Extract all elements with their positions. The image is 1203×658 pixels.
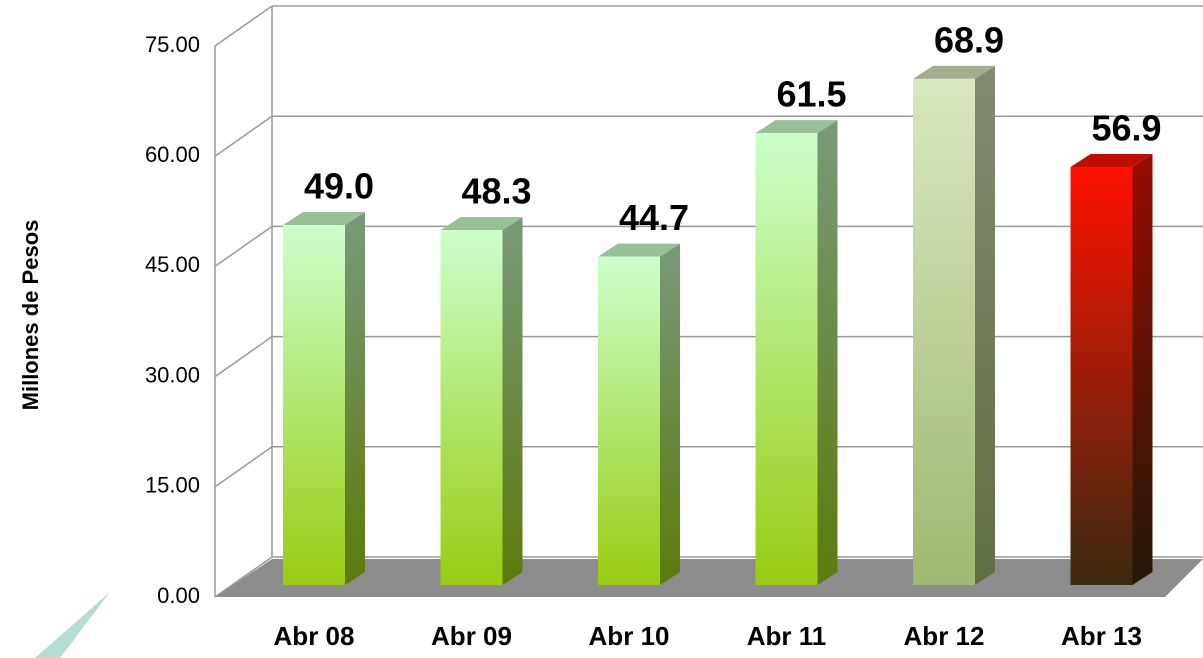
- grid-line: [214, 446, 273, 488]
- y-tick-label: 15.00: [145, 473, 200, 498]
- decoration: [35, 592, 110, 658]
- grid-line: [214, 556, 273, 598]
- bar: [598, 256, 660, 585]
- bar-side: [345, 212, 365, 585]
- bar-side: [1132, 153, 1153, 585]
- bar-top: [913, 65, 995, 79]
- grid-line: [214, 5, 273, 47]
- bar-top: [1070, 153, 1153, 167]
- x-tick-label: Abr 10: [589, 621, 670, 651]
- bar-top: [283, 212, 365, 226]
- bar-top: [598, 243, 680, 257]
- bar-top: [440, 217, 523, 231]
- y-tick-label: 30.00: [145, 362, 200, 387]
- bar-side: [975, 65, 995, 585]
- value-label: 44.7: [619, 197, 689, 238]
- bar: [755, 133, 818, 585]
- bar: [1070, 166, 1133, 585]
- bar-side: [660, 243, 680, 585]
- value-label: 56.9: [1091, 107, 1161, 148]
- value-label: 48.3: [461, 171, 531, 212]
- x-tick-label: Abr 12: [904, 621, 985, 651]
- y-axis-label: Millones de Pesos: [18, 220, 43, 411]
- bar-side: [502, 217, 523, 585]
- bar: [440, 230, 503, 585]
- x-tick-label: Abr 13: [1061, 621, 1142, 651]
- bar: [913, 78, 975, 585]
- x-tick-label: Abr 09: [431, 621, 512, 651]
- y-tick-label: 75.00: [145, 32, 200, 57]
- grid-line: [214, 335, 273, 378]
- value-label: 61.5: [776, 74, 846, 115]
- x-tick-label: Abr 11: [747, 621, 827, 651]
- bar: [283, 225, 345, 585]
- value-label: 68.9: [934, 19, 1004, 60]
- grid-line: [214, 225, 273, 268]
- y-tick-label: 60.00: [145, 142, 200, 167]
- y-tick-label: 45.00: [145, 252, 200, 277]
- grid-line: [214, 115, 273, 157]
- bar-side: [817, 120, 838, 586]
- value-label: 49.0: [304, 166, 374, 207]
- bar-top: [755, 120, 838, 134]
- y-tick-label: 0.00: [157, 583, 200, 608]
- x-tick-label: Abr 08: [274, 621, 355, 651]
